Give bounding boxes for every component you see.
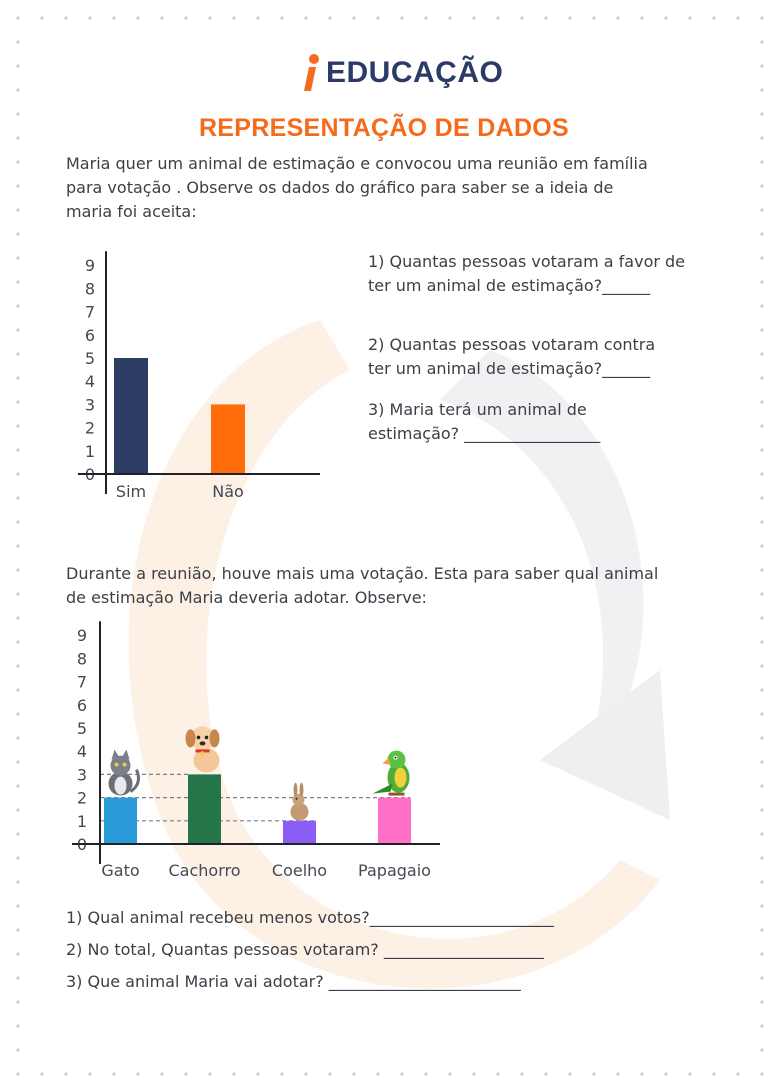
y-tick-label: 5 [77,719,87,738]
animal-vote-chart: 0123456789GatoCachorroCoelhoPapagaio [72,621,440,880]
question-animal-2: 2) No total, Quantas pessoas votaram? __… [66,940,544,959]
logo-i-icon [304,54,319,91]
question-animal-1: 1) Qual animal recebeu menos votos?_____… [66,908,554,927]
second-intro-text: Durante a reunião, houve mais uma votaçã… [66,564,659,607]
y-tick-label: 3 [77,765,87,784]
y-tick-label: 2 [77,789,87,808]
y-tick-label: 5 [85,349,95,368]
x-category-label: Cachorro [168,861,240,880]
question-2: 2) Quantas pessoas votaram contra ter um… [368,335,656,378]
y-tick-label: 1 [85,442,95,461]
x-category-label: Sim [116,482,146,501]
intro-text: Maria quer um animal de estimação e conv… [66,154,648,221]
y-tick-label: 9 [77,626,87,645]
x-category-label: Papagaio [358,861,431,880]
x-category-label: Não [212,482,244,501]
y-tick-label: 8 [77,649,87,668]
y-tick-label: 9 [85,256,95,275]
question-animal-3: 3) Que animal Maria vai adotar? ________… [66,972,521,991]
worksheet: EDUCAÇÃO REPRESENTAÇÃO DE DADOS Maria qu… [20,20,748,1066]
x-category-label: Gato [101,861,139,880]
bar-cachorro [188,774,221,844]
watermark-logo [128,320,670,989]
y-tick-label: 4 [77,742,87,761]
question-3: 3) Maria terá um animal de estimação? __… [368,400,601,443]
bar-coelho [283,820,316,844]
dog-icon [185,726,220,773]
cat-icon [108,749,140,796]
brand-logo: EDUCAÇÃO [300,48,503,98]
page-title: REPRESENTAÇÃO DE DADOS [198,114,570,142]
y-tick-label: 1 [77,812,87,831]
y-tick-label: 3 [85,395,95,414]
bar-gato [104,797,137,844]
question-1: 1) Quantas pessoas votaram a favor de te… [368,252,686,295]
y-tick-label: 7 [85,303,95,322]
rabbit-icon [290,782,309,821]
logo-text: EDUCAÇÃO [326,56,504,89]
bar-não [211,404,245,474]
parrot-icon [372,750,410,796]
y-tick-label: 6 [77,696,87,715]
y-tick-label: 8 [85,279,95,298]
y-tick-label: 4 [85,372,95,391]
y-tick-label: 7 [77,673,87,692]
y-tick-label: 6 [85,326,95,345]
bar-papagaio [378,797,411,844]
y-tick-label: 2 [85,419,95,438]
vote-chart: 0123456789SimNão [78,251,320,501]
bar-sim [114,358,148,474]
x-category-label: Coelho [272,861,327,880]
